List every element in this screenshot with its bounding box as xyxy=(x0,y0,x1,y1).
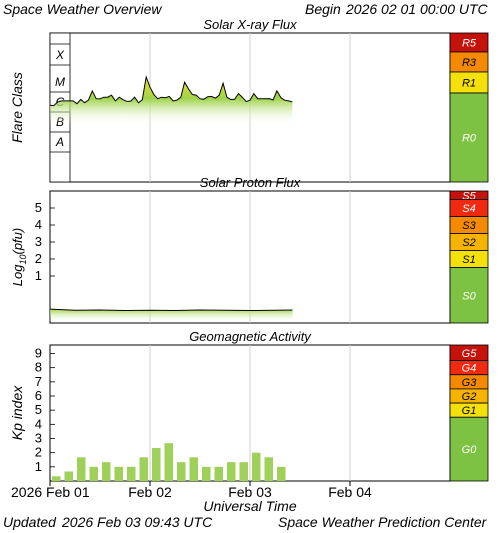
kp-bar xyxy=(139,457,148,481)
proton-ylabel-sub: 10 xyxy=(18,255,28,265)
kp-bar xyxy=(227,462,236,481)
kp-ytick-5: 5 xyxy=(35,402,42,417)
xray-scale-band xyxy=(449,92,489,183)
kp-ylabel: Kp index xyxy=(9,385,25,440)
xray-class-label-A: A xyxy=(55,135,64,149)
kp-bar xyxy=(214,466,223,481)
kp-bar xyxy=(77,457,86,481)
proton-ytick-4: 4 xyxy=(35,217,42,232)
xray-ylabel: Flare Class xyxy=(9,72,25,143)
kp-bar xyxy=(102,462,111,481)
kp-bar xyxy=(189,457,198,481)
kp-scale-label: G5 xyxy=(462,348,478,360)
kp-bar xyxy=(252,452,261,481)
updated-label: Updated xyxy=(3,514,56,530)
kp-bar xyxy=(277,466,286,481)
kp-scale-label: G1 xyxy=(462,405,477,417)
proton-scale-label: S2 xyxy=(462,237,475,249)
proton-flux-line xyxy=(49,308,293,312)
overview-title: Space Weather Overview xyxy=(3,1,162,17)
kp-bar xyxy=(127,466,136,481)
kp-bar xyxy=(239,462,248,481)
begin-time: 2026 02 01 00:00 UTC xyxy=(346,1,488,17)
kp-ytick-8: 8 xyxy=(35,360,42,375)
proton-ylabel: Log10(pfu) xyxy=(10,228,28,286)
proton-scale-label: S4 xyxy=(462,203,475,215)
kp-bar xyxy=(164,443,173,481)
proton-flux-area xyxy=(50,309,293,322)
updated-time: 2026 Feb 03 09:43 UTC xyxy=(62,514,213,530)
credit-text: Space Weather Prediction Center xyxy=(278,514,487,530)
kp-ytick-3: 3 xyxy=(35,431,42,446)
kp-scale-label: G2 xyxy=(462,391,477,403)
kp-title: Geomagnetic Activity xyxy=(189,329,312,344)
kp-ytick-7: 7 xyxy=(35,374,42,389)
proton-ytick-3: 3 xyxy=(35,234,42,249)
xray-scale-label: R5 xyxy=(462,38,477,50)
kp-bar xyxy=(177,462,186,481)
kp-ytick-1: 1 xyxy=(35,459,42,474)
xray-scale-label: R0 xyxy=(462,133,477,145)
kp-bar xyxy=(264,457,273,481)
proton-scale-label: S1 xyxy=(462,254,475,266)
xray-title: Solar X-ray Flux xyxy=(203,17,297,32)
kp-scale-label: G4 xyxy=(462,363,477,375)
kp-ytick-9: 9 xyxy=(35,346,42,361)
kp-bar xyxy=(152,448,161,481)
proton-ytick-5: 5 xyxy=(35,200,42,215)
xray-flux-area xyxy=(50,77,293,125)
kp-scale-band xyxy=(449,416,489,482)
proton-ylabel-main: Log xyxy=(10,264,25,286)
kp-bar xyxy=(64,471,73,481)
kp-xtick-label-1: Feb 02 xyxy=(128,484,172,500)
begin-label: Begin xyxy=(305,1,341,17)
proton-scale-label: S3 xyxy=(462,220,476,232)
xray-scale-label: R3 xyxy=(462,57,477,69)
kp-xtick-label-0: 2026 Feb 01 xyxy=(11,484,90,500)
kp-ytick-6: 6 xyxy=(35,388,42,403)
proton-ytick-2: 2 xyxy=(35,251,42,266)
kp-xtick-label-2: Feb 03 xyxy=(228,484,272,500)
kp-ytick-2: 2 xyxy=(35,445,42,460)
kp-bar xyxy=(114,466,123,481)
kp-scale-label: G3 xyxy=(462,377,478,389)
proton-scale-band xyxy=(449,267,489,324)
kp-xlabel: Universal Time xyxy=(203,498,296,514)
proton-ytick-1: 1 xyxy=(35,268,42,283)
proton-scale-label: S0 xyxy=(462,290,476,302)
kp-bar xyxy=(89,466,98,481)
kp-xtick-label-3: Feb 04 xyxy=(328,484,372,500)
kp-ytick-4: 4 xyxy=(35,416,42,431)
proton-ylabel-unit: (pfu) xyxy=(10,228,25,255)
xray-scale-label: R1 xyxy=(462,78,476,90)
xray-class-label-M: M xyxy=(55,75,65,89)
proton-title: Solar Proton Flux xyxy=(200,175,301,190)
xray-flux-line xyxy=(49,75,293,107)
kp-bar xyxy=(52,476,61,481)
xray-class-label-X: X xyxy=(55,48,65,62)
kp-bar xyxy=(202,466,211,481)
kp-scale-label: G0 xyxy=(462,444,478,456)
